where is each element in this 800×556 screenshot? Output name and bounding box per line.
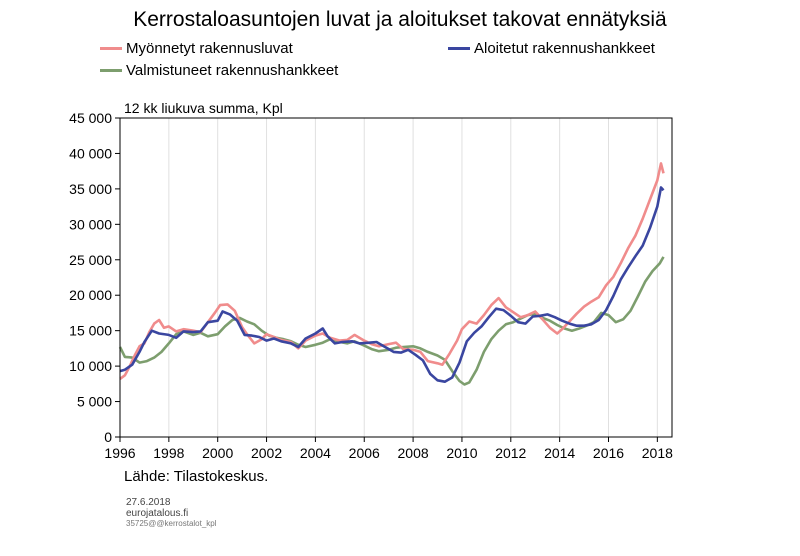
legend-label-valmistuneet: Valmistuneet rakennushankkeet xyxy=(126,62,339,79)
y-tick-label: 35 000 xyxy=(69,181,112,197)
site-name: eurojatalous.fi xyxy=(126,508,189,519)
x-tick-label: 2000 xyxy=(202,445,233,461)
y-tick-label: 5 000 xyxy=(77,394,112,410)
x-tick-label: 2010 xyxy=(446,445,477,461)
chart-title: Kerrostaloasuntojen luvat ja aloitukset … xyxy=(133,8,667,31)
legend-item-myonnetyt: Myönnetyt rakennusluvat xyxy=(100,40,293,57)
x-tick-label: 2014 xyxy=(544,445,575,461)
y-tick-label: 15 000 xyxy=(69,323,112,339)
y-tick-label: 40 000 xyxy=(69,145,112,161)
legend-label-aloitetut: Aloitetut rakennushankkeet xyxy=(474,40,655,57)
legend-swatch-myonnetyt xyxy=(100,47,122,50)
series-line-aloitetut xyxy=(119,186,665,383)
legend-swatch-valmistuneet xyxy=(100,69,122,72)
x-tick-label: 2016 xyxy=(593,445,624,461)
x-tick-label: 1996 xyxy=(104,445,135,461)
x-tick-label: 2018 xyxy=(642,445,673,461)
y-tick-label: 20 000 xyxy=(69,287,112,303)
unit-label: 12 kk liukuva summa, Kpl xyxy=(124,100,283,116)
series-line-myonnetyt xyxy=(119,162,665,380)
chart-code: 35725@@kerrostalot_kpl xyxy=(126,519,217,528)
series-line-valmistuneet xyxy=(118,256,665,386)
legend-label-myonnetyt: Myönnetyt rakennusluvat xyxy=(126,40,293,57)
publish-date: 27.6.2018 xyxy=(126,497,171,508)
y-tick-label: 30 000 xyxy=(69,216,112,232)
source-note: Lähde: Tilastokeskus. xyxy=(124,468,269,485)
x-tick-label: 2012 xyxy=(495,445,526,461)
x-tick-label: 2002 xyxy=(251,445,282,461)
x-tick-label: 2006 xyxy=(349,445,380,461)
x-tick-label: 2008 xyxy=(398,445,429,461)
y-tick-label: 10 000 xyxy=(69,358,112,374)
y-tick-label: 25 000 xyxy=(69,252,112,268)
legend-item-aloitetut: Aloitetut rakennushankkeet xyxy=(448,40,655,57)
y-tick-label: 45 000 xyxy=(69,110,112,126)
x-tick-label: 2004 xyxy=(300,445,331,461)
plot-frame xyxy=(119,117,673,438)
x-tick-label: 1998 xyxy=(153,445,184,461)
y-tick-label: 0 xyxy=(104,429,112,445)
legend-item-valmistuneet: Valmistuneet rakennushankkeet xyxy=(100,62,338,79)
legend-swatch-aloitetut xyxy=(448,47,470,50)
